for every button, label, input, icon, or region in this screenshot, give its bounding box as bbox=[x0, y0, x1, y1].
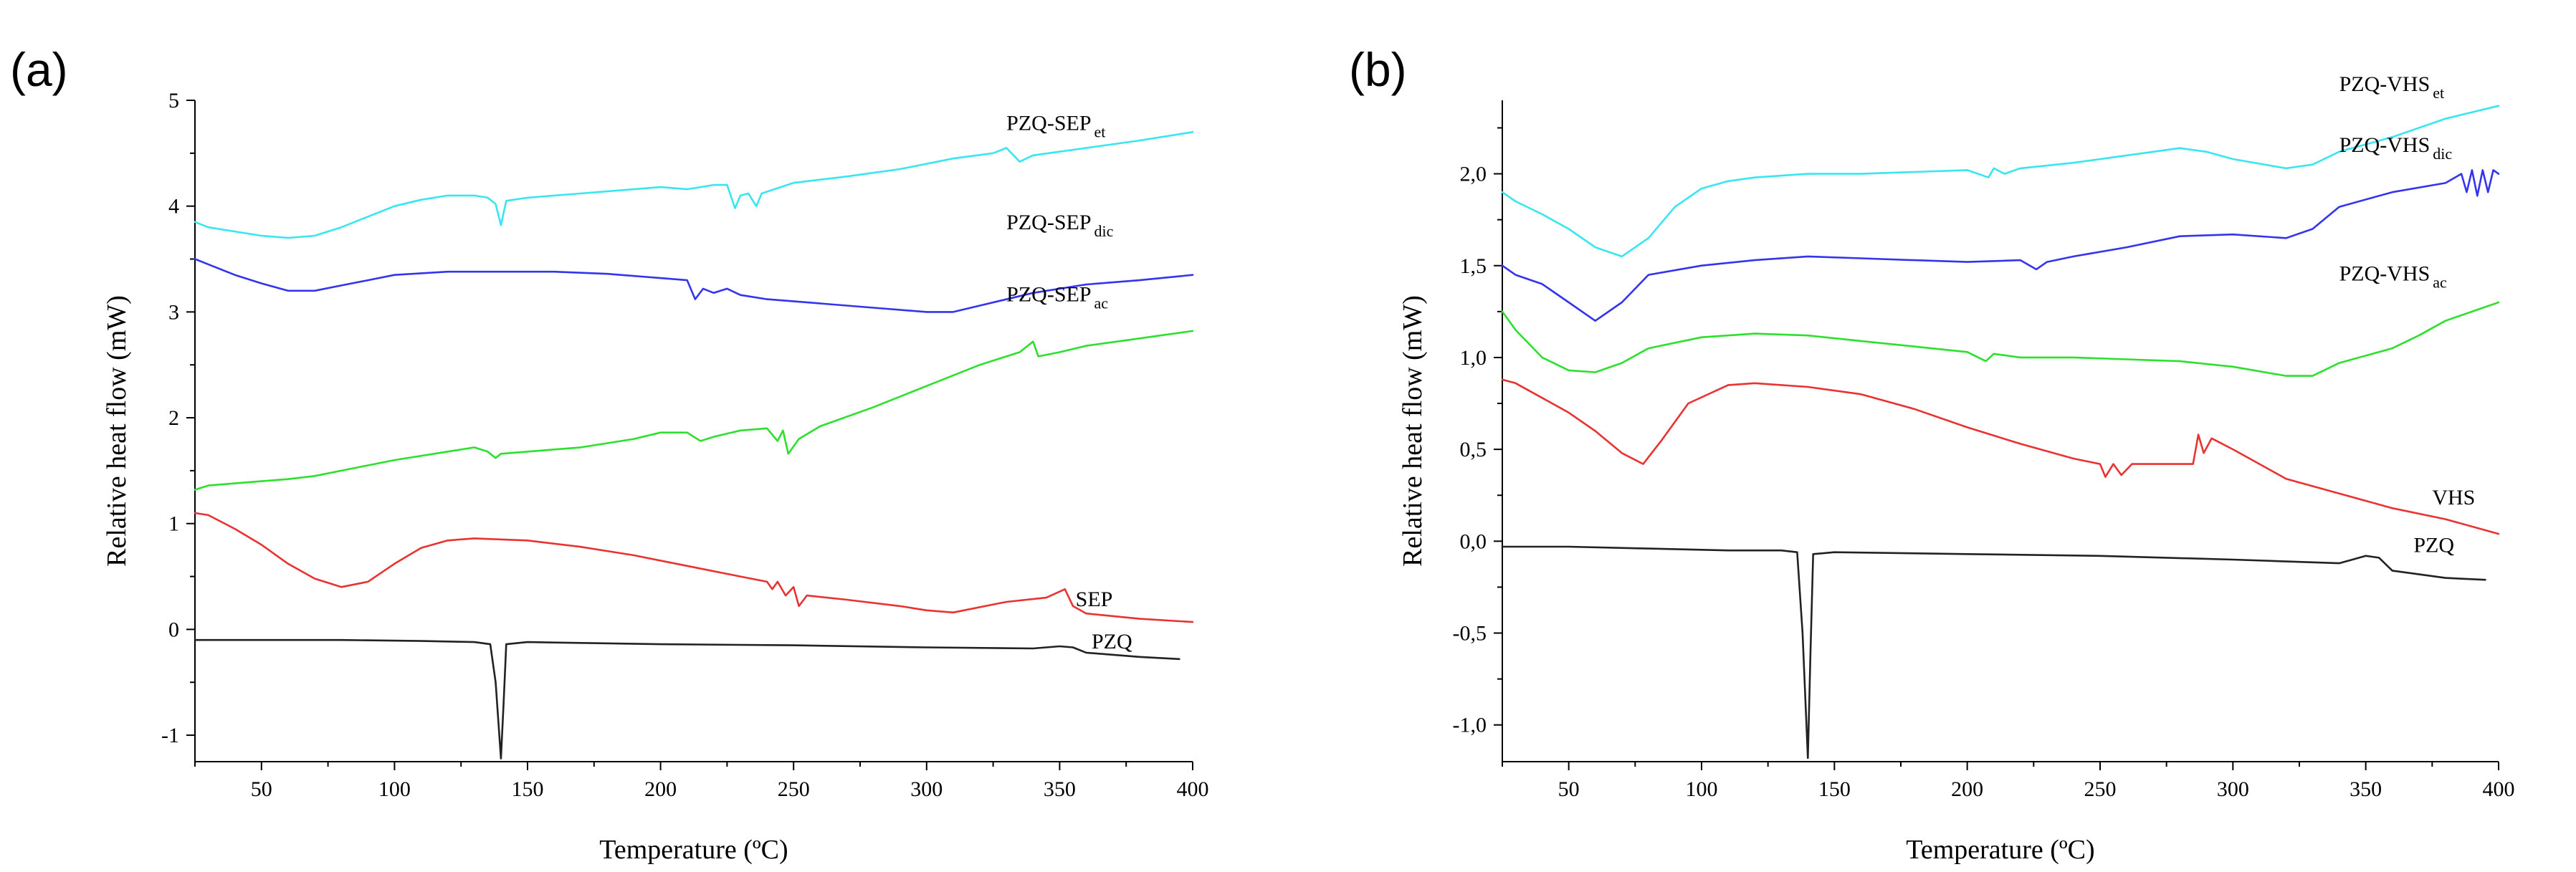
series-line-vhs bbox=[1501, 378, 2500, 535]
series-label-name: SEP bbox=[1076, 588, 1113, 611]
series-label-name: PZQ-SEP bbox=[1006, 283, 1091, 307]
y-tick-label: 1 bbox=[168, 512, 179, 536]
x-tick-label: 250 bbox=[778, 777, 810, 801]
chart-panel-a: (a) 50 100 150 200 250 300 350 400 -1 0 1 2 3 4 5 Temper… bbox=[10, 43, 1209, 865]
series-label: SEP bbox=[1076, 588, 1113, 611]
y-axis-title: Relative heat flow (mW) bbox=[1398, 295, 1428, 567]
series-line-pzq-vhs-dic bbox=[1501, 169, 2500, 322]
x-tick-label: 300 bbox=[910, 777, 943, 801]
y-tick-label: -1 bbox=[161, 724, 179, 747]
series-label-name: PZQ bbox=[2413, 534, 2454, 557]
series-line-pzq-vhs-et bbox=[1501, 105, 2500, 258]
x-tick-label: 50 bbox=[1558, 777, 1580, 801]
series-label: PZQ-SEP et bbox=[1006, 111, 1105, 140]
series-label-name: PZQ-VHS bbox=[2339, 72, 2430, 96]
y-tick-label: 1,5 bbox=[1460, 254, 1487, 278]
x-tick-label: 300 bbox=[2217, 777, 2249, 801]
series-label: PZQ-SEP ac bbox=[1006, 283, 1108, 312]
x-tick-label: 350 bbox=[1044, 777, 1076, 801]
y-tick-label: 5 bbox=[168, 89, 179, 112]
y-tick-label: -1,0 bbox=[1453, 714, 1487, 737]
series-line-pzq-sep-dic bbox=[194, 258, 1194, 313]
y-tick-label: 1,0 bbox=[1460, 346, 1487, 370]
y-tick-label: 2,0 bbox=[1460, 163, 1487, 186]
y-tick-label: -0,5 bbox=[1453, 622, 1487, 646]
series-label-name: PZQ-VHS bbox=[2339, 262, 2430, 285]
series-line-pzq-vhs-ac bbox=[1501, 301, 2500, 377]
x-tick-label: 400 bbox=[1177, 777, 1209, 801]
panel-label: (b) bbox=[1349, 43, 1407, 96]
x-tick-label: 200 bbox=[1951, 777, 1983, 801]
series-label-subscript: ac bbox=[2433, 273, 2447, 291]
y-tick-label: 0,0 bbox=[1460, 530, 1487, 553]
series-label: PZQ-VHS ac bbox=[2339, 262, 2447, 291]
x-tick-label: 250 bbox=[2084, 777, 2117, 801]
y-tick-label: 0,5 bbox=[1460, 438, 1487, 461]
series-label: PZQ-SEP dic bbox=[1006, 211, 1113, 240]
series-line-pzq-sep-et bbox=[194, 131, 1194, 239]
series-line-sep bbox=[194, 512, 1194, 623]
x-tick-label: 400 bbox=[2483, 777, 2515, 801]
y-tick-label: 2 bbox=[168, 406, 179, 430]
series-line-pzq bbox=[1501, 545, 2486, 760]
x-axis-title: Temperature (ºC) bbox=[599, 835, 788, 865]
x-tick-label: 100 bbox=[1686, 777, 1718, 801]
x-tick-label: 50 bbox=[251, 777, 272, 801]
y-tick-label: 4 bbox=[168, 195, 179, 219]
series-label-subscript: dic bbox=[1094, 222, 1114, 240]
series-label: VHS bbox=[2432, 486, 2475, 509]
series-label-subscript: et bbox=[1094, 123, 1106, 140]
x-tick-label: 150 bbox=[1818, 777, 1851, 801]
series-label-name: PZQ bbox=[1092, 630, 1132, 653]
series-label-name: VHS bbox=[2432, 486, 2475, 509]
y-axis-title: Relative heat flow (mW) bbox=[102, 295, 132, 567]
x-tick-label: 200 bbox=[644, 777, 677, 801]
panel-label: (a) bbox=[10, 43, 68, 96]
series-label-name: PZQ-SEP bbox=[1006, 211, 1091, 234]
x-axis-title: Temperature (ºC) bbox=[1906, 835, 2094, 865]
series-label-subscript: dic bbox=[2433, 145, 2452, 163]
series-label-subscript: et bbox=[2433, 84, 2444, 102]
x-tick-label: 150 bbox=[512, 777, 544, 801]
series-line-pzq-sep-ac bbox=[194, 330, 1194, 491]
series-label: PZQ bbox=[2413, 534, 2454, 557]
chart-panel-b: (b) 50 100 150 200 250 300 350 400 -1,0 -0,5 0,0 0,5… bbox=[1349, 43, 2515, 865]
series-label-subscript: ac bbox=[1094, 294, 1109, 312]
y-tick-label: 3 bbox=[168, 300, 179, 324]
series-label-name: PZQ-SEP bbox=[1006, 111, 1091, 135]
series-line-pzq bbox=[194, 638, 1180, 760]
x-tick-label: 350 bbox=[2350, 777, 2382, 801]
series-label: PZQ-VHS dic bbox=[2339, 133, 2453, 163]
y-tick-label: 0 bbox=[168, 618, 179, 641]
series-label: PZQ bbox=[1092, 630, 1132, 653]
series-label: PZQ-VHS et bbox=[2339, 72, 2445, 102]
series-label-name: PZQ-VHS bbox=[2339, 133, 2430, 157]
x-tick-label: 100 bbox=[378, 777, 411, 801]
